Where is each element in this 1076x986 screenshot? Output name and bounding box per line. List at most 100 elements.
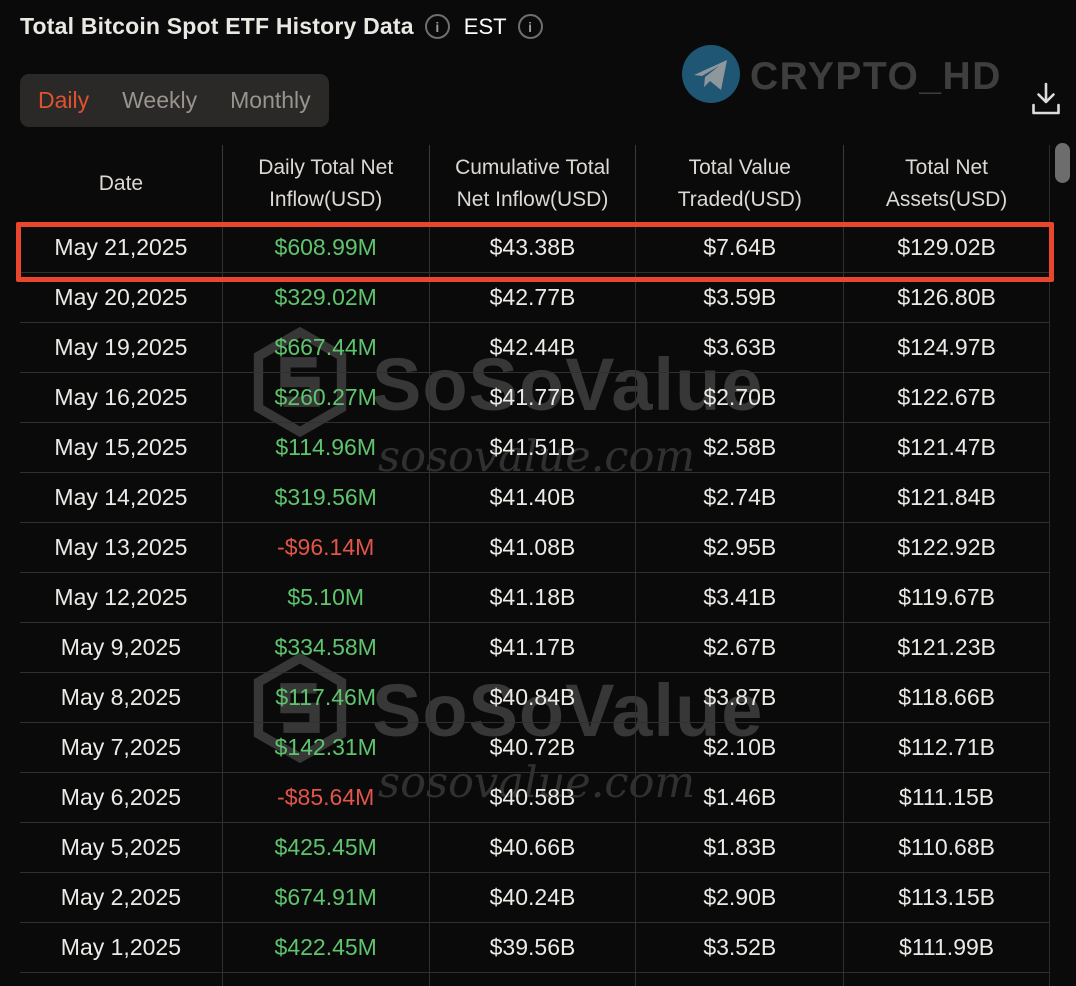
net-assets-cell: $111.15B bbox=[899, 784, 995, 810]
daily-inflow-cell: $5.10M bbox=[223, 573, 430, 622]
cumulative-inflow-cell: $41.40B bbox=[430, 473, 637, 522]
empty-cell bbox=[223, 973, 430, 986]
value-traded-cell: $2.74B bbox=[636, 473, 845, 522]
date-cell: May 12,2025 bbox=[20, 573, 223, 622]
table-row[interactable]: May 13,2025 -$96.14M $41.08B $2.95B $122.92B bbox=[20, 523, 1049, 573]
daily-inflow-cell: $329.02M bbox=[223, 273, 430, 322]
column-header-value-traded[interactable]: Total Value Traded(USD) bbox=[636, 145, 845, 222]
table-body: May 21,2025 $608.99M $43.38B $7.64B $129.02B… bbox=[20, 223, 1049, 986]
column-header-cumulative-inflow[interactable]: Cumulative Total Net Inflow(USD) bbox=[430, 145, 637, 222]
table-row[interactable]: May 15,2025 $114.96M $41.51B $2.58B $121.47B bbox=[20, 423, 1049, 473]
net-assets-cell: $112.71B bbox=[898, 734, 995, 760]
table-row[interactable]: May 1,2025 $422.45M $39.56B $3.52B $111.99B bbox=[20, 923, 1049, 973]
timezone-label: EST bbox=[463, 13, 507, 39]
period-tabs: Daily Weekly Monthly bbox=[20, 74, 329, 127]
table-row[interactable]: May 7,2025 $142.31M $40.72B $2.10B $112.71B bbox=[20, 723, 1049, 773]
cumulative-inflow-cell: $42.44B bbox=[430, 323, 637, 372]
vertical-scrollbar-thumb[interactable] bbox=[1055, 143, 1070, 183]
cumulative-inflow-cell: $41.17B bbox=[430, 623, 637, 672]
daily-inflow-cell: $334.58M bbox=[223, 623, 430, 672]
table-row[interactable]: May 12,2025 $5.10M $41.18B $3.41B $119.67B bbox=[20, 573, 1049, 623]
value-traded-cell: $2.58B bbox=[636, 423, 845, 472]
value-traded-cell: $3.41B bbox=[636, 573, 845, 622]
cumulative-inflow-cell: $39.56B bbox=[430, 923, 637, 972]
date-cell: May 2,2025 bbox=[20, 873, 223, 922]
date-cell: May 20,2025 bbox=[20, 273, 223, 322]
table-row[interactable]: May 19,2025 $667.44M $42.44B $3.63B $124.97B bbox=[20, 323, 1049, 373]
daily-inflow-cell: $425.45M bbox=[223, 823, 430, 872]
date-cell: May 8,2025 bbox=[20, 673, 223, 722]
net-assets-cell: $121.47B bbox=[897, 434, 996, 460]
date-cell: May 19,2025 bbox=[20, 323, 223, 372]
net-assets-cell: $129.02B bbox=[897, 234, 996, 260]
daily-inflow-cell: $114.96M bbox=[223, 423, 430, 472]
value-traded-cell: $2.95B bbox=[636, 523, 845, 572]
value-traded-cell: $2.67B bbox=[636, 623, 845, 672]
date-cell: May 7,2025 bbox=[20, 723, 223, 772]
table-row[interactable]: May 9,2025 $334.58M $41.17B $2.67B $121.23B bbox=[20, 623, 1049, 673]
daily-inflow-cell: $667.44M bbox=[223, 323, 430, 372]
value-traded-cell: $3.52B bbox=[636, 923, 845, 972]
value-traded-cell: $1.46B bbox=[636, 773, 845, 822]
table-row[interactable]: May 16,2025 $260.27M $41.77B $2.70B $122.67B bbox=[20, 373, 1049, 423]
cumulative-inflow-cell: $40.66B bbox=[430, 823, 637, 872]
table-row[interactable]: May 6,2025 -$85.64M $40.58B $1.46B $111.15B bbox=[20, 773, 1049, 823]
net-assets-cell: $110.68B bbox=[898, 834, 995, 860]
date-cell: May 14,2025 bbox=[20, 473, 223, 522]
net-assets-cell: $122.92B bbox=[897, 534, 996, 560]
cumulative-inflow-cell: $40.72B bbox=[430, 723, 637, 772]
page-title: Total Bitcoin Spot ETF History Data bbox=[20, 13, 414, 39]
value-traded-cell: $2.90B bbox=[636, 873, 845, 922]
net-assets-cell: $124.97B bbox=[897, 334, 996, 360]
daily-inflow-cell: $117.46M bbox=[223, 673, 430, 722]
info-icon[interactable]: i bbox=[424, 14, 450, 39]
date-cell: May 5,2025 bbox=[20, 823, 223, 872]
table-row-partial bbox=[20, 973, 1049, 986]
tab-daily[interactable]: Daily bbox=[38, 87, 90, 113]
table-row[interactable]: May 8,2025 $117.46M $40.84B $3.87B $118.66B bbox=[20, 673, 1049, 723]
net-assets-cell: $118.66B bbox=[898, 684, 995, 710]
column-header-daily-inflow[interactable]: Daily Total Net Inflow(USD) bbox=[223, 145, 430, 222]
table-header-row: Date Daily Total Net Inflow(USD) Cumulat… bbox=[20, 145, 1049, 223]
net-assets-cell: $126.80B bbox=[897, 284, 996, 310]
date-cell: May 6,2025 bbox=[20, 773, 223, 822]
date-cell: May 9,2025 bbox=[20, 623, 223, 672]
value-traded-cell: $1.83B bbox=[636, 823, 845, 872]
net-assets-cell: $121.84B bbox=[897, 484, 996, 510]
empty-cell bbox=[844, 973, 1049, 986]
telegram-icon bbox=[681, 44, 741, 109]
daily-inflow-cell: -$96.14M bbox=[223, 523, 430, 572]
value-traded-cell: $3.59B bbox=[636, 273, 845, 322]
column-header-net-assets[interactable]: Total Net Assets(USD) bbox=[885, 156, 1008, 211]
daily-inflow-cell: $319.56M bbox=[223, 473, 430, 522]
etf-history-table: SoSoValue sosovalue.com SoSoValue sosova… bbox=[20, 145, 1050, 986]
daily-inflow-cell: $142.31M bbox=[223, 723, 430, 772]
table-row[interactable]: May 14,2025 $319.56M $41.40B $2.74B $121.84B bbox=[20, 473, 1049, 523]
tab-weekly[interactable]: Weekly bbox=[122, 87, 198, 113]
net-assets-cell: $119.67B bbox=[898, 584, 995, 610]
daily-inflow-cell: $674.91M bbox=[223, 873, 430, 922]
table-row[interactable]: May 5,2025 $425.45M $40.66B $1.83B $110.68B bbox=[20, 823, 1049, 873]
tab-monthly[interactable]: Monthly bbox=[230, 87, 311, 113]
daily-inflow-cell: $608.99M bbox=[223, 223, 430, 272]
value-traded-cell: $3.63B bbox=[636, 323, 845, 372]
net-assets-cell: $121.23B bbox=[897, 634, 996, 660]
channel-name: CRYPTO_HD bbox=[750, 54, 1002, 98]
table-row-highlighted[interactable]: May 21,2025 $608.99M $43.38B $7.64B $129.02B bbox=[20, 223, 1049, 273]
empty-cell bbox=[636, 973, 845, 986]
download-icon[interactable] bbox=[1030, 80, 1062, 122]
empty-cell bbox=[20, 973, 223, 986]
value-traded-cell: $7.64B bbox=[636, 223, 845, 272]
date-cell: May 15,2025 bbox=[20, 423, 223, 472]
cumulative-inflow-cell: $41.51B bbox=[430, 423, 637, 472]
table-row[interactable]: May 2,2025 $674.91M $40.24B $2.90B $113.15B bbox=[20, 873, 1049, 923]
value-traded-cell: $2.10B bbox=[636, 723, 845, 772]
empty-cell bbox=[430, 973, 637, 986]
cumulative-inflow-cell: $43.38B bbox=[430, 223, 637, 272]
table-row[interactable]: May 20,2025 $329.02M $42.77B $3.59B $126.80B bbox=[20, 273, 1049, 323]
net-assets-cell: $113.15B bbox=[898, 884, 995, 910]
timezone-info-icon[interactable]: i bbox=[517, 14, 543, 39]
column-header-date[interactable]: Date bbox=[20, 145, 223, 222]
date-cell: May 16,2025 bbox=[20, 373, 223, 422]
date-cell: May 1,2025 bbox=[20, 923, 223, 972]
